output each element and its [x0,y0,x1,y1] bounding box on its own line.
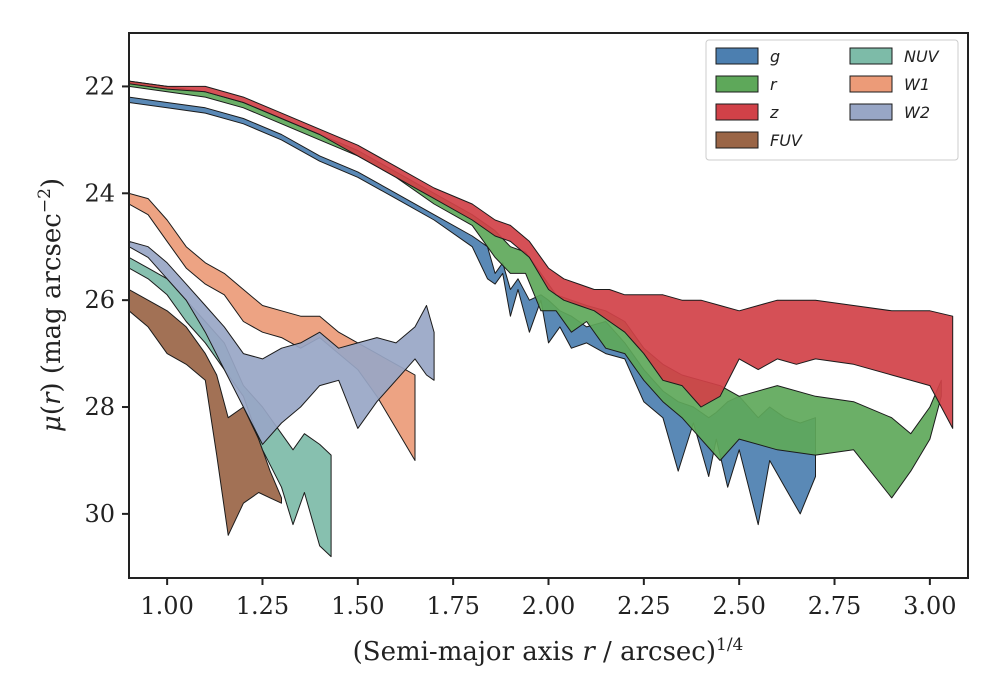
legend-swatch-g [715,47,759,65]
y-tick-label: 28 [84,393,115,421]
y-tick-label: 30 [84,500,115,528]
x-tick-label: 3.00 [903,592,956,620]
y-axis-label-exponent: −2 [35,188,55,213]
y-axis-label-unit: ) (mag arcsec [37,213,67,392]
x-tick-label: 1.00 [140,592,193,620]
legend-box [705,39,959,161]
x-axis-label-suffix: / arcsec) [595,637,716,667]
legend-label-r: r [770,75,778,94]
legend: grz FUV NUV W1 W2 [705,39,959,161]
legend-swatch-r [715,75,759,93]
band-w2 [129,240,435,445]
x-tick-label: 1.25 [236,592,289,620]
x-axis-label-prefix: (Semi-major axis [353,637,583,667]
legend-label-fuv: FUV [770,131,803,150]
x-tick-label: 2.25 [617,592,670,620]
y-axis-label-close: ) [37,178,67,188]
legend-swatch-w2 [849,103,893,121]
x-axis-label-exponent: 1/4 [716,635,743,655]
x-tick-label: 2.75 [808,592,861,620]
y-tick-label: 24 [84,179,115,207]
x-tick-label: 1.50 [331,592,384,620]
legend-swatch-w1 [849,75,893,93]
band-z [129,80,954,429]
series-layer [129,80,954,558]
y-tick-label: 22 [84,72,115,100]
legend-swatch-nuv [849,47,893,65]
x-axis-label-var: r [582,637,596,667]
legend-label-w1: W1 [904,75,930,94]
legend-label-g: g [770,47,780,66]
ticks-layer: 1.00 1.25 1.50 1.75 2.00 2.25 2.50 2.75 3.00 22 24… [84,72,956,620]
y-axis-label: μ(r) (mag arcsec−2) [35,178,67,432]
y-axis-label-r: r [37,391,67,405]
x-tick-label: 1.75 [426,592,479,620]
legend-swatch-fuv [715,131,759,149]
y-tick-label: 26 [84,286,115,314]
x-axis-label: (Semi-major axis r / arcsec)1/4 [353,635,744,667]
x-tick-label: 2.50 [712,592,765,620]
band-w1 [129,192,416,461]
x-tick-label: 2.00 [522,592,575,620]
y-axis-label-mu: μ [37,415,67,432]
legend-label-w2: W2 [904,103,930,122]
legend-label-nuv: NUV [904,47,940,66]
y-axis-label-open: ( [37,405,67,415]
band-fuv [129,289,282,536]
legend-label-z: z [769,103,779,122]
legend-swatch-z [715,103,759,121]
